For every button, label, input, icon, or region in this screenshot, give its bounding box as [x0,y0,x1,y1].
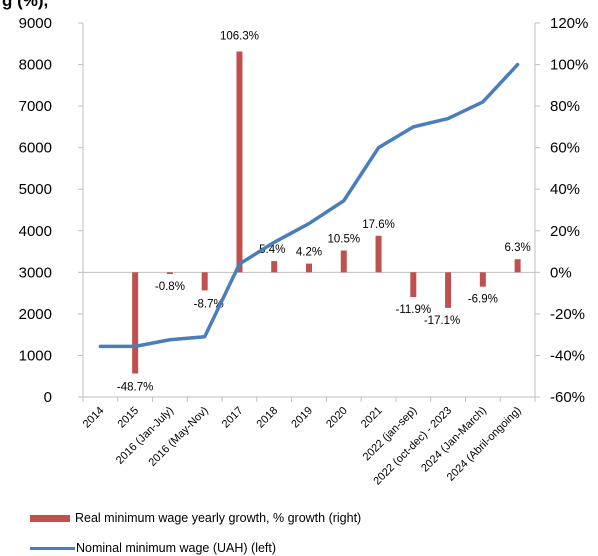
left-tick-label: 0 [44,389,52,406]
right-tick-label: -60% [550,389,585,406]
left-tick-label: 3000 [19,264,52,281]
bar [410,272,417,298]
x-tick-label: 2020 [324,405,350,431]
bar-data-label: -17.1% [424,315,460,327]
bar-data-label: 106.3% [220,30,259,42]
x-tick-label: 2021 [359,405,385,431]
right-tick-label: -40% [550,347,585,364]
left-tick-label: 9000 [19,15,52,32]
bar [479,272,486,287]
left-tick-label: 7000 [19,98,52,115]
x-tick-label: 2018 [255,405,281,431]
bar-data-label: -6.9% [468,294,498,306]
right-tick-label: 20% [550,223,580,240]
left-tick-label: 8000 [19,57,52,74]
bar [236,51,243,273]
legend-item-real-wage: Real minimum wage yearly growth, % growt… [30,511,361,525]
left-tick-label: 2000 [19,306,52,323]
bar [340,250,347,273]
bar-data-label: -0.8% [155,281,185,293]
right-tick-label: 40% [550,181,580,198]
legend-item-nominal-wage: Nominal minimum wage (UAH) (left) [30,541,276,555]
bar [201,272,208,291]
bar-data-label: 6.3% [505,242,531,254]
left-tick-label: 5000 [19,181,52,198]
bar [375,235,382,273]
chart-title-fragment: g (%), [2,0,49,10]
bar-data-label: -48.7% [117,382,153,394]
x-tick-label: 2019 [289,405,315,431]
bar [514,259,521,273]
bar [271,261,278,273]
bar-data-label: 17.6% [362,219,395,231]
left-tick-label: 6000 [19,140,52,157]
x-tick-label: 2016 (May-Nov) [147,405,211,469]
bar-data-label: 4.2% [296,247,322,259]
right-tick-label: 0% [550,264,572,281]
legend-label-real-wage: Real minimum wage yearly growth, % growt… [75,511,362,525]
x-tick-label: 2024 (Jan-March) [419,405,489,475]
bar [166,272,173,274]
x-tick-label: 2017 [220,405,246,431]
legend-label-nominal-wage: Nominal minimum wage (UAH) (left) [76,541,277,555]
x-tick-label: 2014 [81,405,107,431]
right-tick-label: 80% [550,98,580,115]
bar [445,272,452,308]
left-tick-label: 4000 [19,223,52,240]
left-tick-label: 1000 [19,347,52,364]
x-tick-label: 2015 [115,405,141,431]
bar [132,272,139,374]
right-tick-label: -20% [550,306,585,323]
legend-bar-swatch [30,514,70,522]
right-tick-label: 100% [550,57,588,74]
bar [306,263,312,273]
right-tick-label: 60% [550,140,580,157]
bar-data-label: -8.7% [194,298,224,310]
legend-line-swatch [30,546,75,550]
nominal-wage-line [98,62,520,349]
combo-chart: 0 1000 2000 3000 4000 5000 6000 7000 8000 9000 -60… [19,15,589,487]
bar-data-label: 10.5% [327,234,360,246]
bar-data-label: -11.9% [396,304,432,316]
right-tick-label: 120% [550,15,588,32]
